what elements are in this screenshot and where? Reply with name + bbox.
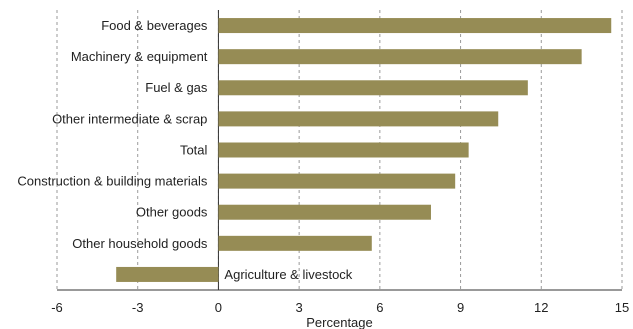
x-tick-label: 0 [215, 300, 222, 315]
bar [218, 235, 372, 251]
x-tick-label: 15 [615, 300, 629, 315]
bar [218, 18, 612, 34]
category-label: Machinery & equipment [71, 49, 208, 64]
bar [218, 111, 499, 127]
category-label: Agriculture & livestock [224, 267, 352, 282]
bars [116, 18, 612, 282]
category-label: Fuel & gas [145, 80, 208, 95]
bar [116, 266, 219, 282]
x-axis-title: Percentage [306, 315, 373, 329]
category-label: Food & beverages [101, 18, 208, 33]
category-label: Total [180, 142, 208, 157]
category-labels: Food & beverages Machinery & equipment Fue… [17, 18, 352, 282]
x-tick-labels: -6 -3 0 3 6 9 12 15 [51, 300, 629, 315]
bar [218, 142, 469, 158]
bar [218, 49, 582, 65]
x-tick-label: -6 [51, 300, 63, 315]
bar [218, 173, 456, 189]
bar [218, 80, 528, 96]
category-label: Construction & building materials [17, 174, 208, 189]
x-tick-label: 3 [296, 300, 303, 315]
x-tick-label: 9 [457, 300, 464, 315]
x-tick-label: -3 [132, 300, 144, 315]
x-tick-label: 12 [534, 300, 548, 315]
category-label: Other household goods [72, 236, 208, 251]
category-label: Other goods [136, 205, 208, 220]
bar [218, 204, 431, 220]
x-tick-label: 6 [376, 300, 383, 315]
category-label: Other intermediate & scrap [52, 111, 207, 126]
